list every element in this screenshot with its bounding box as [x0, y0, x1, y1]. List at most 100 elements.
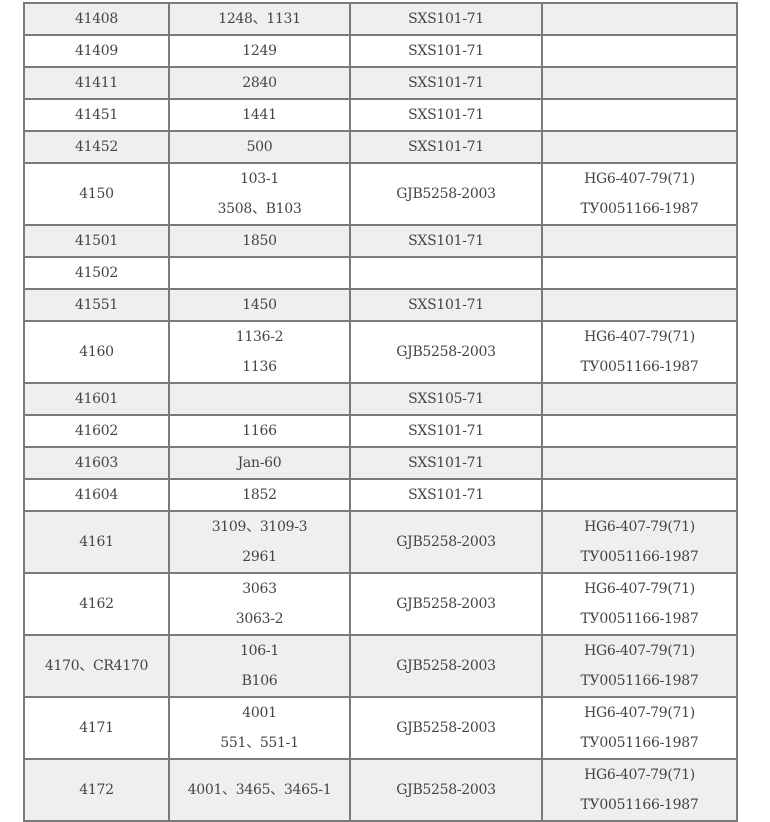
table-row: 41452 500 SXS101-71	[23, 130, 738, 164]
standard-line: ТУ0051166-1987	[580, 359, 699, 375]
code-cell: 1249	[168, 34, 351, 68]
foreign-standard-cell: HG6-407-79(71) ТУ0051166-1987	[541, 634, 738, 698]
standard-cell: GJB5258-2003	[349, 572, 543, 636]
code-cell: 1248、1131	[168, 2, 351, 36]
model-cell: 4162	[23, 572, 170, 636]
standard-cell	[349, 256, 543, 290]
code-line: 1249	[242, 43, 277, 59]
standard-cell: GJB5258-2003	[349, 320, 543, 384]
table-row: 4171 4001 551、551-1 GJB5258-2003 HG6-407-79(…	[23, 696, 738, 760]
code-line: 103-1	[240, 171, 279, 187]
model-cell: 41411	[23, 66, 170, 100]
standard-cell: SXS101-71	[349, 98, 543, 132]
code-line: 1248、1131	[218, 11, 301, 27]
standard-line: HG6-407-79(71)	[584, 643, 695, 659]
code-cell: 1136-2 1136	[168, 320, 351, 384]
model-cell: 4172	[23, 758, 170, 822]
model-cell: 41408	[23, 2, 170, 36]
table-row: 41408 1248、1131 SXS101-71	[23, 2, 738, 36]
standard-line: ТУ0051166-1987	[580, 797, 699, 813]
model-cell: 4171	[23, 696, 170, 760]
foreign-standard-cell	[541, 66, 738, 100]
model-cell: 41452	[23, 130, 170, 164]
code-cell: 1166	[168, 414, 351, 448]
foreign-standard-cell	[541, 478, 738, 512]
table-row: 41451 1441 SXS101-71	[23, 98, 738, 132]
code-line: 3063	[242, 581, 277, 597]
standard-line: HG6-407-79(71)	[584, 767, 695, 783]
code-line: 1441	[242, 107, 277, 123]
standard-line: HG6-407-79(71)	[584, 171, 695, 187]
code-line: 1450	[242, 297, 277, 313]
code-line: B106	[241, 673, 278, 689]
code-cell: Jan-60	[168, 446, 351, 480]
code-line: 2961	[242, 549, 277, 565]
foreign-standard-cell	[541, 382, 738, 416]
model-cell: 41602	[23, 414, 170, 448]
table-row: 4170、CR4170 106-1 B106 GJB5258-2003 HG6-407-…	[23, 634, 738, 698]
foreign-standard-cell	[541, 414, 738, 448]
code-cell: 106-1 B106	[168, 634, 351, 698]
code-line: 1136-2	[235, 329, 284, 345]
model-cell: 41451	[23, 98, 170, 132]
standard-line: ТУ0051166-1987	[580, 549, 699, 565]
code-line: 3109、3109-3	[211, 519, 308, 535]
table-row: 41502	[23, 256, 738, 290]
code-line: 551、551-1	[220, 735, 299, 751]
code-line: 1850	[242, 233, 277, 249]
standard-cell: SXS101-71	[349, 414, 543, 448]
foreign-standard-cell: HG6-407-79(71) ТУ0051166-1987	[541, 572, 738, 636]
code-cell: 1852	[168, 478, 351, 512]
foreign-standard-cell	[541, 34, 738, 68]
standard-cell: GJB5258-2003	[349, 758, 543, 822]
standard-cell: SXS101-71	[349, 224, 543, 258]
standard-cell: SXS101-71	[349, 446, 543, 480]
model-cell: 41502	[23, 256, 170, 290]
code-cell: 4001、3465、3465-1	[168, 758, 351, 822]
table-row: 4172 4001、3465、3465-1 GJB5258-2003 HG6-407-…	[23, 758, 738, 822]
model-cell: 41409	[23, 34, 170, 68]
code-line: 4001、3465、3465-1	[187, 782, 332, 798]
standard-line: ТУ0051166-1987	[580, 673, 699, 689]
code-line: 1166	[242, 423, 277, 439]
spec-table-container: 41408 1248、1131 SXS101-71 41409 1249 SXS101-7…	[23, 2, 738, 822]
table-row: 41601 SXS105-71	[23, 382, 738, 416]
code-cell: 1441	[168, 98, 351, 132]
standard-line: HG6-407-79(71)	[584, 705, 695, 721]
foreign-standard-cell	[541, 2, 738, 36]
code-cell: 1850	[168, 224, 351, 258]
foreign-standard-cell	[541, 98, 738, 132]
standard-cell: SXS101-71	[349, 34, 543, 68]
code-line: 500	[246, 139, 273, 155]
code-line: 106-1	[240, 643, 279, 659]
model-cell: 4161	[23, 510, 170, 574]
foreign-standard-cell: HG6-407-79(71) ТУ0051166-1987	[541, 758, 738, 822]
foreign-standard-cell: HG6-407-79(71) ТУ0051166-1987	[541, 696, 738, 760]
model-cell: 41601	[23, 382, 170, 416]
code-cell: 1450	[168, 288, 351, 322]
code-cell: 2840	[168, 66, 351, 100]
table-row: 41602 1166 SXS101-71	[23, 414, 738, 448]
code-line: 4001	[242, 705, 277, 721]
foreign-standard-cell	[541, 446, 738, 480]
model-cell: 41604	[23, 478, 170, 512]
standard-line: ТУ0051166-1987	[580, 201, 699, 217]
table-row: 41551 1450 SXS101-71	[23, 288, 738, 322]
code-line: Jan-60	[237, 455, 282, 471]
foreign-standard-cell	[541, 288, 738, 322]
code-cell	[168, 256, 351, 290]
table-row: 41411 2840 SXS101-71	[23, 66, 738, 100]
code-line: 1852	[242, 487, 277, 503]
table-row: 4162 3063 3063-2 GJB5258-2003 HG6-407-79(71)…	[23, 572, 738, 636]
model-cell: 4150	[23, 162, 170, 226]
code-cell	[168, 382, 351, 416]
standard-line: ТУ0051166-1987	[580, 735, 699, 751]
table-row: 4161 3109、3109-3 2961 GJB5258-2003 HG6-407-7…	[23, 510, 738, 574]
standard-line: HG6-407-79(71)	[584, 581, 695, 597]
standard-cell: SXS105-71	[349, 382, 543, 416]
standard-cell: GJB5258-2003	[349, 510, 543, 574]
code-line: 2840	[242, 75, 277, 91]
model-cell: 4160	[23, 320, 170, 384]
code-cell: 500	[168, 130, 351, 164]
standard-cell: GJB5258-2003	[349, 162, 543, 226]
